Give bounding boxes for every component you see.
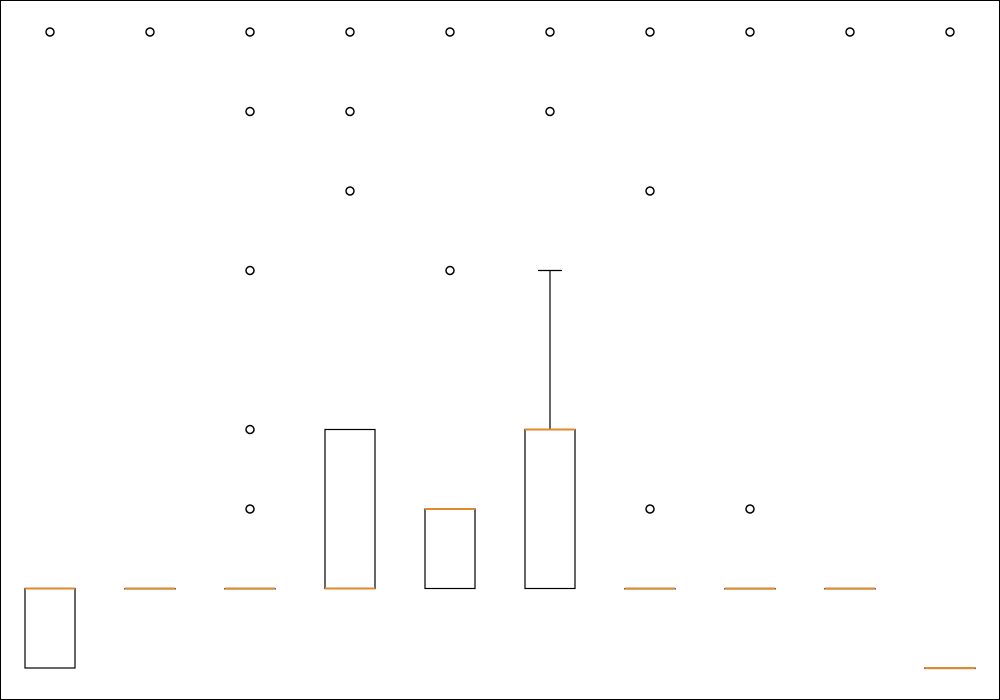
box-1 <box>24 27 76 669</box>
box-7 <box>624 27 676 590</box>
outlier-point <box>445 265 455 276</box>
iqr-box <box>24 587 76 669</box>
box-3 <box>224 27 276 590</box>
box-5 <box>424 27 476 590</box>
outlier-point <box>845 27 855 37</box>
box-4 <box>324 27 376 590</box>
outlier-point <box>245 27 255 37</box>
box-10 <box>924 27 976 670</box>
iqr-box <box>424 508 476 590</box>
outlier-point <box>145 27 155 37</box>
box-group <box>24 27 976 670</box>
outlier-point <box>745 27 755 37</box>
outlier-point <box>245 106 255 117</box>
outlier-point <box>545 106 555 117</box>
box-9 <box>824 27 876 590</box>
outlier-point <box>645 504 655 514</box>
iqr-box <box>524 428 576 590</box>
outlier-point <box>245 424 255 435</box>
outlier-point <box>645 186 655 196</box>
outlier-point <box>245 265 255 276</box>
box-6 <box>524 27 576 590</box>
outlier-point <box>945 27 955 37</box>
iqr-box <box>324 428 376 590</box>
outlier-point <box>245 504 255 514</box>
outlier-point <box>45 27 55 37</box>
outlier-point <box>545 27 555 37</box>
outlier-point <box>345 27 355 37</box>
outlier-point <box>745 504 755 514</box>
box-2 <box>124 27 176 590</box>
outlier-point <box>345 186 355 196</box>
outlier-point <box>645 27 655 37</box>
box-8 <box>724 27 776 590</box>
outlier-point <box>345 106 355 117</box>
outlier-point <box>445 27 455 37</box>
